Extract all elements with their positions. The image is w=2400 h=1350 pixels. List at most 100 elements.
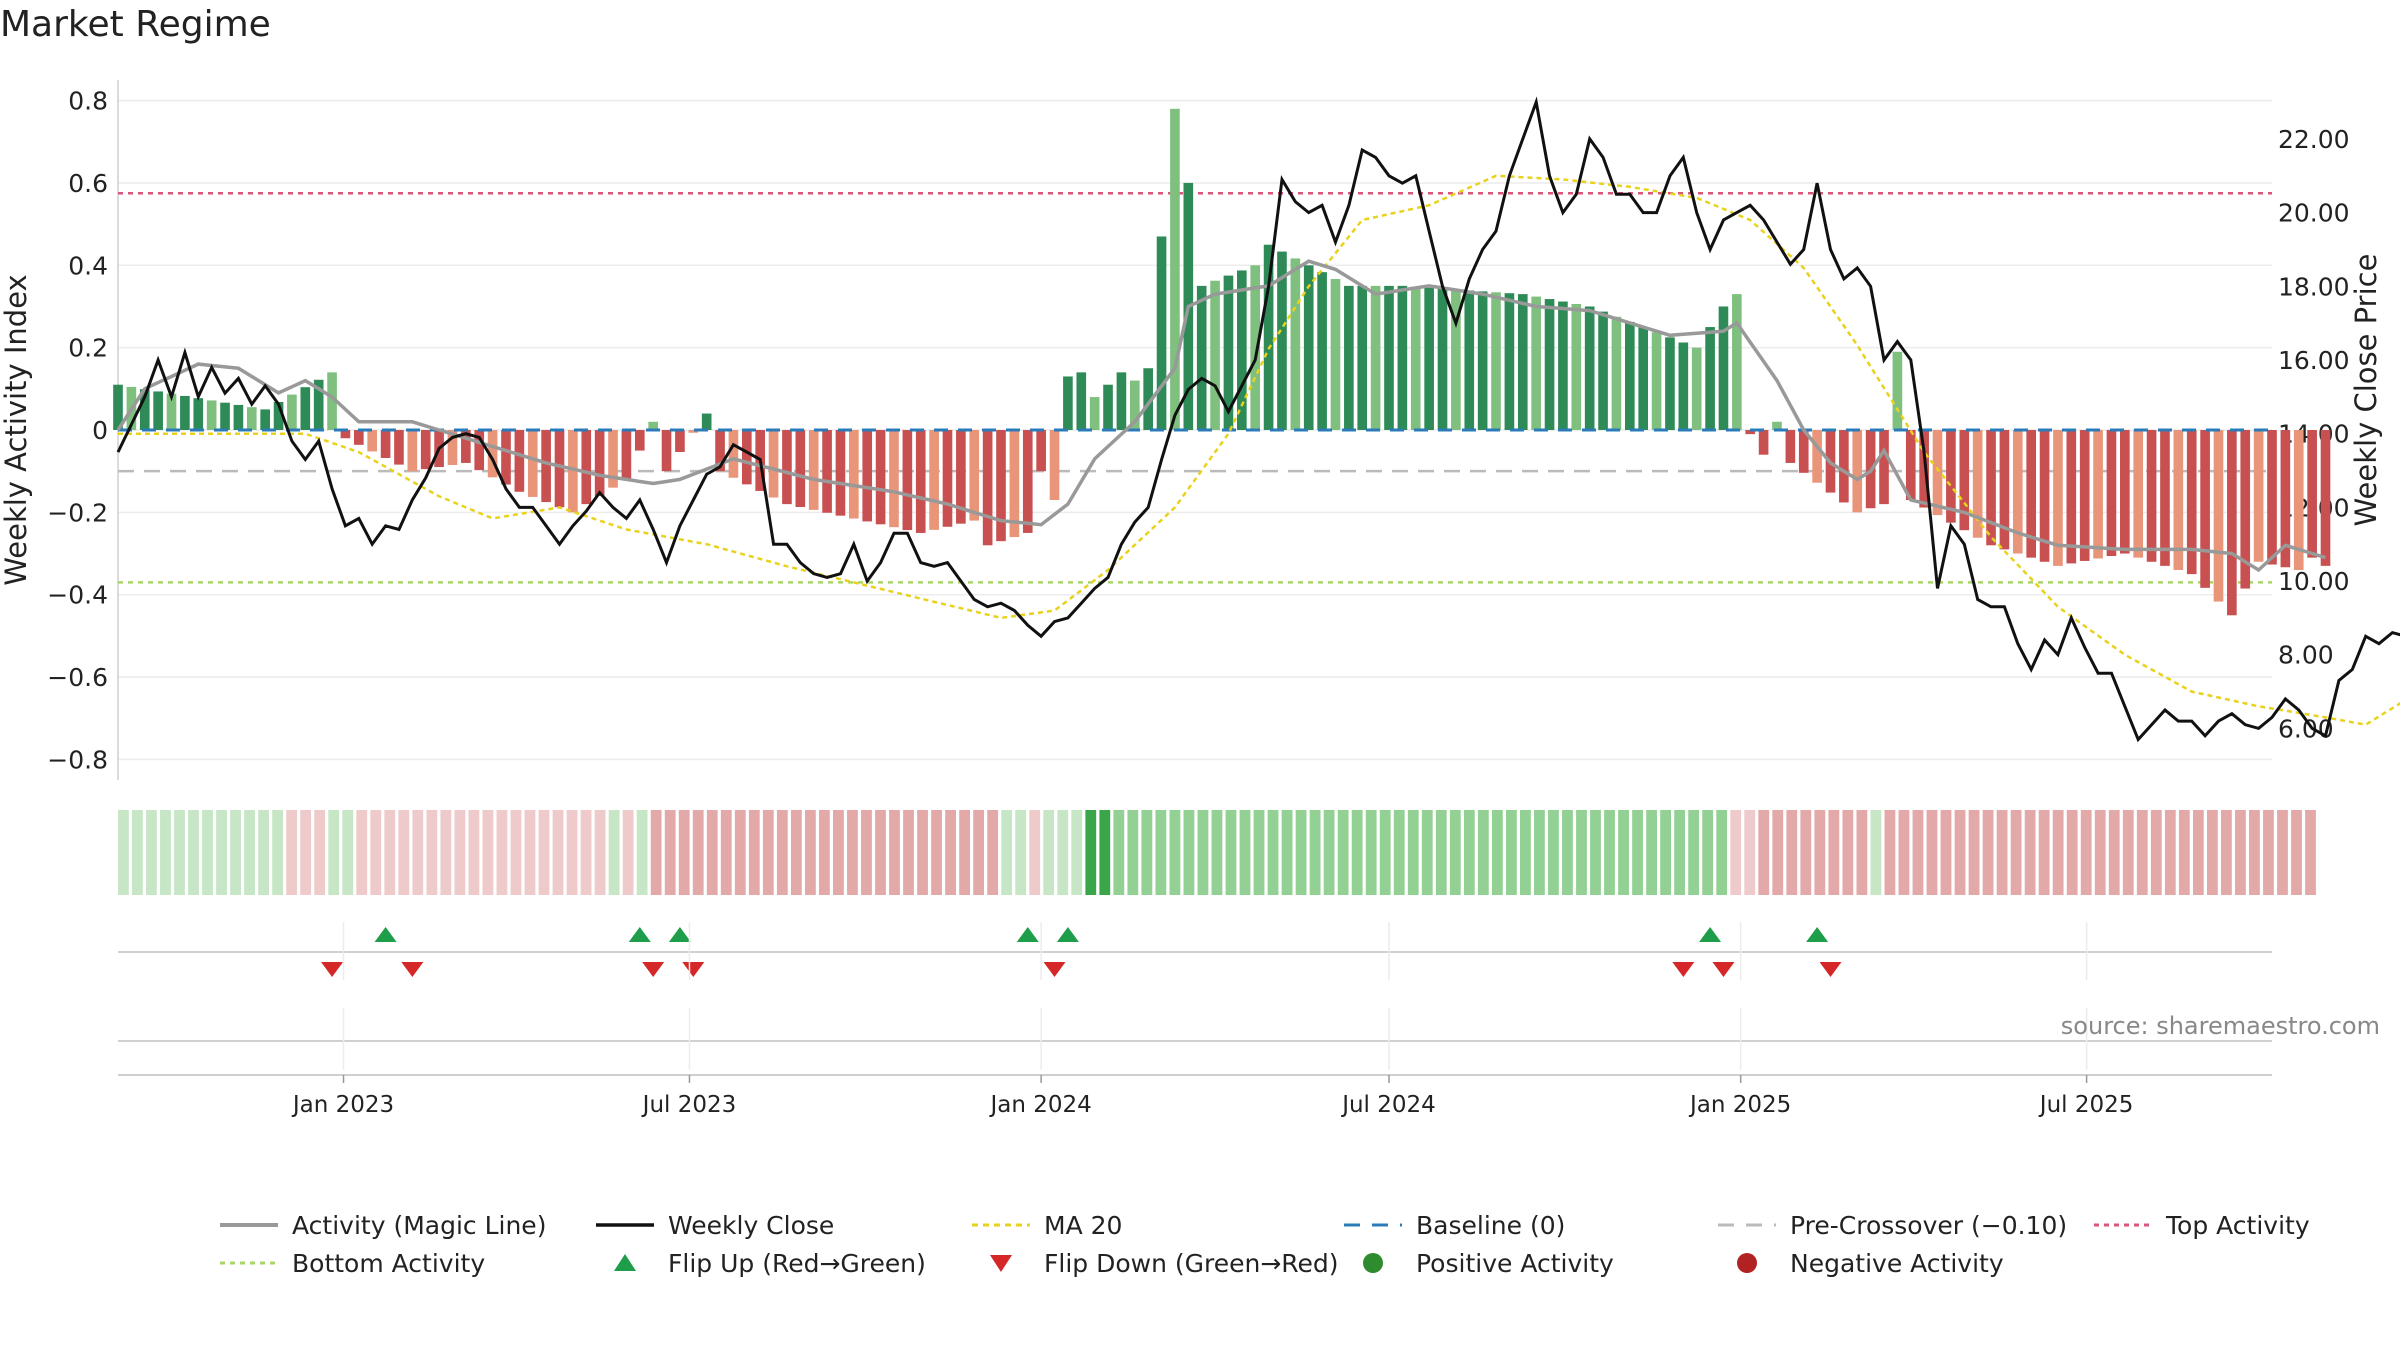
regime-band-cell [1520,810,1531,895]
regime-band-cell [973,810,985,895]
activity-bar-negative [1049,430,1060,500]
regime-band-cell [1716,810,1728,895]
regime-band-cell [1632,810,1643,895]
regime-band-cell [1337,810,1349,895]
regime-band-cell [678,810,690,895]
flip-down-marker [682,962,705,977]
activity-bar-positive [1196,285,1207,430]
activity-bar-negative [2106,430,2117,556]
regime-band-cell [1225,810,1237,895]
regime-band-cell [2192,810,2204,895]
regime-band-cell [847,810,858,895]
regime-band-cell [1477,810,1489,895]
activity-bar-negative [2133,430,2144,558]
regime-band-cell [1491,810,1503,895]
flip-up-marker [1806,927,1829,942]
y-right-tick-label: 22.00 [2278,125,2350,154]
regime-band-cell [945,810,956,895]
activity-bar-negative [875,430,886,525]
y-tick-label: −0.8 [47,745,108,774]
activity-bar-negative [2186,430,2197,575]
activity-bar-negative [447,430,458,465]
regime-band-cell [342,810,354,895]
activity-bar-positive [1210,280,1220,430]
regime-band-cell [230,810,241,895]
activity-bar-positive [1517,294,1528,430]
activity-bar-negative [915,430,926,533]
flip-up-marker [628,927,651,942]
regime-band-cell [1085,810,1097,895]
activity-bar-positive [1103,384,1113,430]
regime-band-cell [1099,810,1111,895]
activity-bar-negative [2227,430,2237,616]
flip-up-marker [668,927,691,942]
source-credit: source: sharemaestro.com [2060,1012,2380,1040]
activity-bar-positive [1732,294,1742,430]
activity-bar-positive [113,384,123,430]
activity-bar-positive [1651,332,1662,430]
activity-bar-positive [1263,244,1274,430]
regime-band-cell [636,810,648,895]
activity-bar-positive [1892,351,1903,430]
activity-bar-negative [608,430,618,488]
chart-title: Market Regime [0,4,271,45]
legend-label: MA 20 [1044,1211,1122,1240]
activity-bar-negative [889,430,899,528]
flip-down-swatch [990,1255,1012,1272]
regime-band-cell [1001,810,1013,895]
regime-band-cell [1379,810,1391,895]
activity-bar-negative [1036,430,1046,472]
regime-band-cell [1968,810,1980,895]
activity-bar-positive [1303,265,1314,430]
activity-bar-negative [1758,430,1769,455]
activity-bar-positive [1611,316,1622,430]
activity-bar-positive [313,379,324,430]
regime-band-cell [2249,810,2260,895]
activity-bar-negative [782,430,792,505]
regime-band-cell [300,810,312,895]
ma-20-line [118,174,2400,727]
activity-bar-negative [2053,430,2063,566]
regime-band-cell [2277,810,2288,895]
activity-bar-negative [1745,430,1756,435]
regime-band-cell [776,810,788,895]
activity-bar-negative [688,430,699,433]
activity-bar-positive [1558,301,1568,430]
activity-bar-negative [902,430,913,531]
regime-band-cell [1828,810,1840,895]
x-tick-label: Jan 2024 [988,1092,1091,1118]
activity-bar-negative [2307,430,2317,558]
activity-bar-negative [367,430,378,452]
regime-band-cell [1281,810,1293,895]
regime-band-cell [1043,810,1055,895]
activity-bar-negative [862,430,873,522]
activity-bar-positive [701,413,712,430]
flip-up-marker [1056,927,1079,942]
regime-band-cell [174,810,185,895]
activity-bar-negative [768,430,779,498]
regime-band-cell [2038,810,2050,895]
activity-bar-negative [354,430,364,445]
regime-band-cell [875,810,886,895]
activity-bar-negative [849,430,859,519]
regime-band-cell [1786,810,1798,895]
activity-bar-negative [996,430,1006,542]
activity-bar-negative [822,430,832,513]
activity-bar-negative [1946,430,1956,523]
regime-band-cell [1393,810,1405,895]
regime-band-cell [580,810,592,895]
weekly-close-line [116,96,2400,743]
regime-band-cell [1800,810,1812,895]
activity-bar-positive [1089,397,1100,430]
regime-band-cell [2122,810,2134,895]
y-right-tick-label: 18.00 [2278,272,2350,301]
regime-band-cell [1982,810,1994,895]
legend-label: Activity (Magic Line) [292,1211,546,1240]
regime-band-cell [861,810,872,895]
regime-band-cell [2080,810,2092,895]
activity-bar-positive [1477,291,1488,430]
activity-bar-positive [327,372,337,430]
activity-bar-negative [982,430,993,546]
activity-bar-positive [193,398,204,430]
activity-bar-positive [220,402,230,430]
